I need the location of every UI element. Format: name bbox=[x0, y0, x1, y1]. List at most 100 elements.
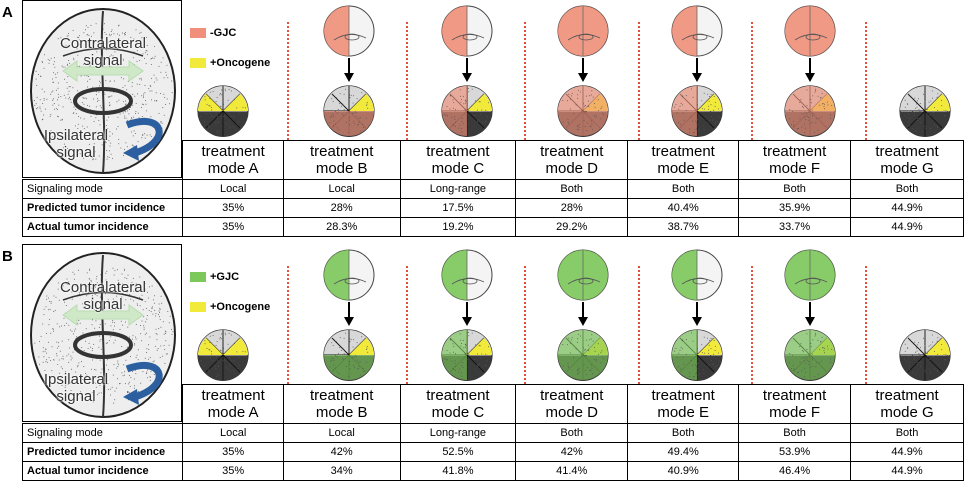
down-arrow-icon bbox=[578, 302, 588, 326]
down-arrow-icon bbox=[462, 302, 472, 326]
table-cell: 29.2% bbox=[515, 217, 629, 237]
table-corner bbox=[22, 384, 184, 424]
mode-header: treatment mode E bbox=[627, 384, 740, 424]
gjc-swatch bbox=[190, 272, 206, 282]
treatment-top-blastomere bbox=[784, 5, 836, 57]
table-cell: 35% bbox=[182, 217, 284, 237]
table-cell: Both bbox=[850, 423, 964, 443]
embryo-drawing bbox=[30, 8, 176, 174]
separator bbox=[406, 266, 408, 384]
treatment-top-blastomere bbox=[323, 249, 374, 301]
table-cell: 17.5% bbox=[399, 198, 517, 218]
embryo-8-cell bbox=[441, 329, 493, 381]
down-arrow-icon bbox=[805, 302, 815, 326]
embryo-8-cell bbox=[670, 329, 723, 381]
treatment-top-blastomere bbox=[441, 5, 493, 57]
table-row: Predicted tumor incidence 35% 42% 52.5% 42% 4… bbox=[21, 442, 964, 462]
panel-label: B bbox=[2, 248, 13, 265]
table-cell: 52.5% bbox=[399, 442, 517, 462]
table-cell: 44.9% bbox=[850, 217, 964, 237]
down-arrow-icon bbox=[462, 58, 472, 82]
table-row: Signaling mode Local Local Long-range Both Bo… bbox=[21, 179, 964, 199]
separator bbox=[406, 22, 408, 140]
embryo-8-cell bbox=[898, 85, 951, 137]
row-label: Signaling mode bbox=[21, 179, 184, 199]
table-cell: 35% bbox=[182, 442, 284, 462]
table-row: Predicted tumor incidence 35% 28% 17.5% 28% 4… bbox=[21, 198, 964, 218]
table-cell: 41.8% bbox=[399, 461, 517, 481]
down-arrow-icon bbox=[805, 58, 815, 82]
table-cell: 28.3% bbox=[282, 217, 401, 237]
separator bbox=[751, 266, 753, 384]
treatment-top-blastomere bbox=[784, 249, 836, 301]
table-cell: 33.7% bbox=[738, 217, 852, 237]
mode-header: treatment mode C bbox=[399, 384, 517, 424]
treatment-top-blastomere bbox=[557, 249, 609, 301]
gjc-legend-label: -GJC bbox=[210, 27, 237, 39]
table-cell: 19.2% bbox=[399, 217, 517, 237]
gjc-swatch bbox=[190, 28, 206, 38]
treatment-top-blastomere bbox=[441, 249, 493, 301]
table-cell: Local bbox=[182, 179, 284, 199]
table-cell: 53.9% bbox=[738, 442, 852, 462]
mode-header: treatment mode C bbox=[399, 140, 517, 180]
oncogene-swatch bbox=[190, 302, 206, 312]
treatment-top-blastomere bbox=[671, 249, 722, 301]
down-arrow-icon bbox=[343, 58, 354, 82]
embryo-8-cell bbox=[557, 329, 609, 381]
mode-header: treatment mode A bbox=[182, 384, 284, 424]
separator bbox=[524, 266, 526, 384]
oncogene-legend-label: +Oncogene bbox=[210, 301, 271, 313]
table-cell: Both bbox=[850, 179, 964, 199]
table-cell: 49.4% bbox=[627, 442, 740, 462]
separator bbox=[865, 22, 867, 140]
separator bbox=[287, 22, 289, 140]
embryo-8-cell bbox=[784, 329, 836, 381]
embryo-8-cell bbox=[898, 329, 951, 381]
mode-header: treatment mode G bbox=[850, 140, 964, 180]
down-arrow-icon bbox=[691, 58, 702, 82]
oncogene-legend-label: +Oncogene bbox=[210, 57, 271, 69]
table-row: Actual tumor incidence 35% 28.3% 19.2% 29.2%… bbox=[21, 217, 964, 237]
table-cell: 40.4% bbox=[627, 198, 740, 218]
row-label: Actual tumor incidence bbox=[21, 217, 184, 237]
down-arrow-icon bbox=[578, 58, 588, 82]
mode-header: treatment mode A bbox=[182, 140, 284, 180]
table-row: Signaling mode Local Local Long-range Both Bo… bbox=[21, 423, 964, 443]
row-label: Actual tumor incidence bbox=[21, 461, 184, 481]
separator bbox=[865, 266, 867, 384]
table-cell: 35% bbox=[182, 198, 284, 218]
mode-header: treatment mode D bbox=[515, 384, 629, 424]
mode-header: treatment mode B bbox=[282, 384, 401, 424]
embryo-8-cell bbox=[784, 85, 836, 137]
table-cell: Both bbox=[738, 179, 852, 199]
treatment-top-blastomere bbox=[323, 5, 374, 57]
table-cell: Both bbox=[738, 423, 852, 443]
separator bbox=[638, 266, 640, 384]
treatment-top-blastomere bbox=[671, 5, 722, 57]
embryo-8-cell bbox=[670, 85, 723, 137]
table-cell: Both bbox=[515, 423, 629, 443]
table-cell: 42% bbox=[282, 442, 401, 462]
embryo-8-cell bbox=[322, 329, 375, 381]
table-corner bbox=[22, 140, 184, 180]
separator bbox=[751, 22, 753, 140]
embryo-8-cell bbox=[557, 85, 609, 137]
separator bbox=[524, 22, 526, 140]
mode-header: treatment mode F bbox=[738, 384, 852, 424]
mode-header: treatment mode B bbox=[282, 140, 401, 180]
table-cell: Local bbox=[282, 423, 401, 443]
mode-header: treatment mode D bbox=[515, 140, 629, 180]
table-cell: 28% bbox=[282, 198, 401, 218]
down-arrow-icon bbox=[691, 302, 702, 326]
table-cell: 46.4% bbox=[738, 461, 852, 481]
mode-header: treatment mode E bbox=[627, 140, 740, 180]
table-cell: 35% bbox=[182, 461, 284, 481]
table-row: Actual tumor incidence 35% 34% 41.8% 41.4% 40… bbox=[21, 461, 964, 481]
table-cell: 40.9% bbox=[627, 461, 740, 481]
embryo-8-cell bbox=[197, 329, 249, 381]
row-label: Signaling mode bbox=[21, 423, 184, 443]
gjc-legend-label: +GJC bbox=[210, 271, 240, 283]
table-cell: Long-range bbox=[399, 423, 517, 443]
